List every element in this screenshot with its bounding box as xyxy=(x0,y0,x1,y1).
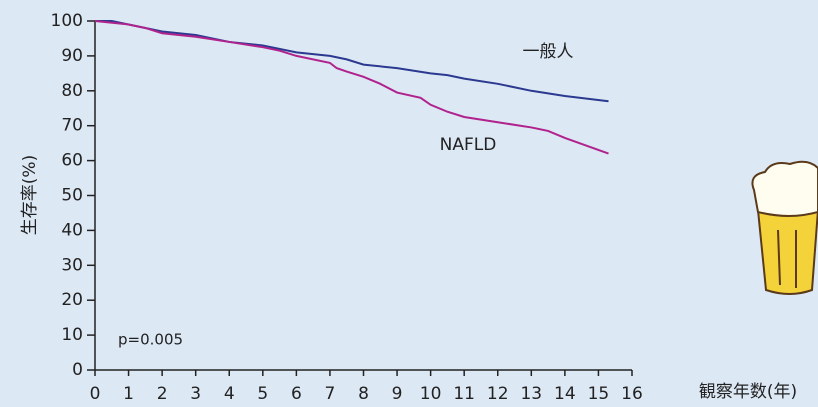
x-tick-label: 13 xyxy=(520,384,542,404)
y-tick-label: 20 xyxy=(61,290,83,310)
y-tick-label: 90 xyxy=(61,46,83,66)
p-value: p=0.005 xyxy=(118,331,183,349)
x-tick-label: 2 xyxy=(157,384,168,404)
x-tick-label: 15 xyxy=(588,384,610,404)
y-tick-label: 100 xyxy=(51,11,83,31)
x-tick-label: 4 xyxy=(224,384,235,404)
x-tick-label: 11 xyxy=(453,384,475,404)
series-label: NAFLD xyxy=(440,135,497,155)
y-tick-label: 40 xyxy=(61,220,83,240)
y-tick-label: 50 xyxy=(61,186,83,206)
series-label: 一般人 xyxy=(523,42,574,62)
chart: 生存率(%) 観察年数(年) p=0.005 一般人 NAFLD 0102030… xyxy=(0,0,818,407)
x-tick-label: 1 xyxy=(123,384,134,404)
x-tick-label: 3 xyxy=(190,384,201,404)
y-tick-label: 30 xyxy=(61,255,83,275)
x-tick-label: 9 xyxy=(392,384,403,404)
y-tick-label: 0 xyxy=(72,360,83,380)
y-tick-label: 10 xyxy=(61,325,83,345)
x-tick-label: 6 xyxy=(291,384,302,404)
x-tick-label: 0 xyxy=(90,384,101,404)
x-axis-label: 観察年数(年) xyxy=(699,382,797,402)
x-tick-label: 14 xyxy=(554,384,576,404)
x-tick-label: 12 xyxy=(487,384,509,404)
x-tick-label: 8 xyxy=(358,384,369,404)
x-tick-label: 7 xyxy=(325,384,336,404)
y-tick-label: 80 xyxy=(61,81,83,101)
x-tick-label: 10 xyxy=(420,384,442,404)
x-tick-label: 16 xyxy=(621,384,643,404)
y-tick-label: 60 xyxy=(61,151,83,171)
x-tick-label: 5 xyxy=(257,384,268,404)
y-axis-label: 生存率(%) xyxy=(20,155,40,235)
y-tick-label: 70 xyxy=(61,116,83,136)
